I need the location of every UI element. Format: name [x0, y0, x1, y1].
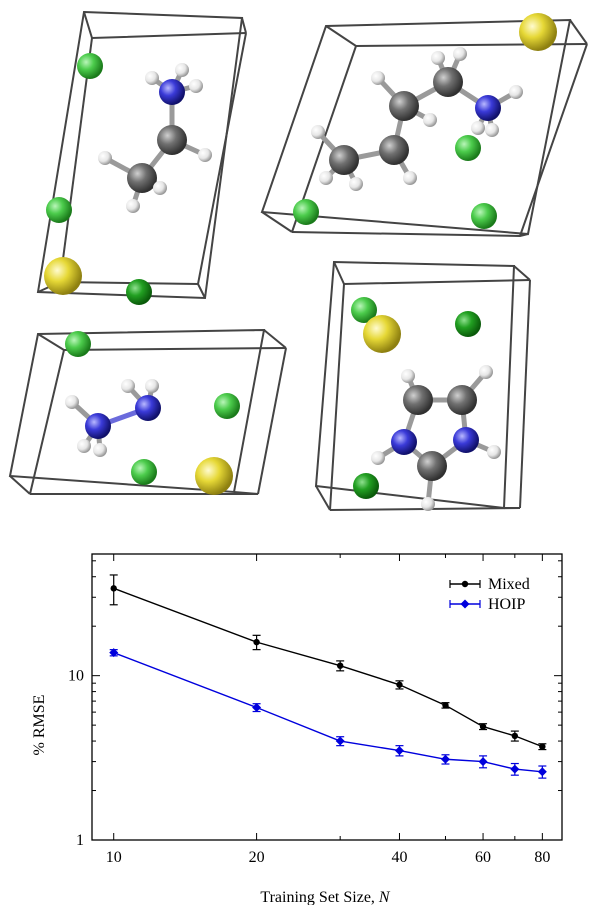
x-tick-label: 10	[106, 849, 122, 866]
plot-area	[91, 553, 563, 841]
data-point	[394, 746, 404, 756]
legend: Mixed HOIP	[449, 576, 530, 613]
legend-label: HOIP	[488, 596, 525, 613]
x-axis: 10 20 40 60 80	[106, 554, 550, 866]
series-mixed	[109, 574, 547, 751]
data-point	[336, 662, 344, 669]
y-tick-label: 1	[76, 832, 84, 849]
legend-marker	[460, 599, 470, 609]
rmse-chart: 10 20 40 60 80 1 10 Mixed HOIP Training Set Si…	[31, 553, 563, 905]
data-point	[539, 743, 546, 750]
data-point	[511, 732, 519, 740]
data-point	[396, 681, 403, 688]
unit-cell-1	[36, 10, 247, 300]
series-layer	[109, 574, 547, 779]
x-tick-label: 80	[534, 849, 550, 866]
x-tick-label: 60	[475, 849, 491, 866]
unit-cell-3	[8, 328, 287, 495]
data-point	[478, 757, 488, 767]
data-point	[510, 764, 520, 774]
series-line	[113, 652, 543, 773]
data-point	[440, 754, 450, 764]
data-point	[252, 703, 262, 713]
data-point	[253, 638, 260, 646]
legend-marker	[461, 580, 469, 588]
data-point	[442, 702, 449, 709]
y-axis: 1 10	[68, 560, 562, 849]
data-point	[479, 723, 487, 730]
data-point	[110, 585, 117, 592]
y-axis-label: % RMSE	[31, 695, 48, 756]
x-tick-label: 20	[249, 849, 265, 866]
series-hoip	[109, 648, 547, 779]
legend-label: Mixed	[488, 576, 530, 593]
unit-cell-4	[314, 260, 531, 511]
x-tick-label: 40	[391, 849, 407, 866]
series-line	[113, 587, 543, 748]
data-point	[537, 767, 547, 777]
legend-entry-mixed: Mixed	[449, 576, 530, 593]
crystal-structure-panels	[8, 10, 588, 511]
data-point	[335, 736, 345, 746]
data-point	[109, 648, 119, 658]
x-axis-label: Training Set Size, N	[260, 889, 391, 905]
plot-frame	[91, 553, 563, 841]
legend-entry-hoip: HOIP	[449, 596, 525, 613]
y-tick-label: 10	[68, 668, 84, 685]
